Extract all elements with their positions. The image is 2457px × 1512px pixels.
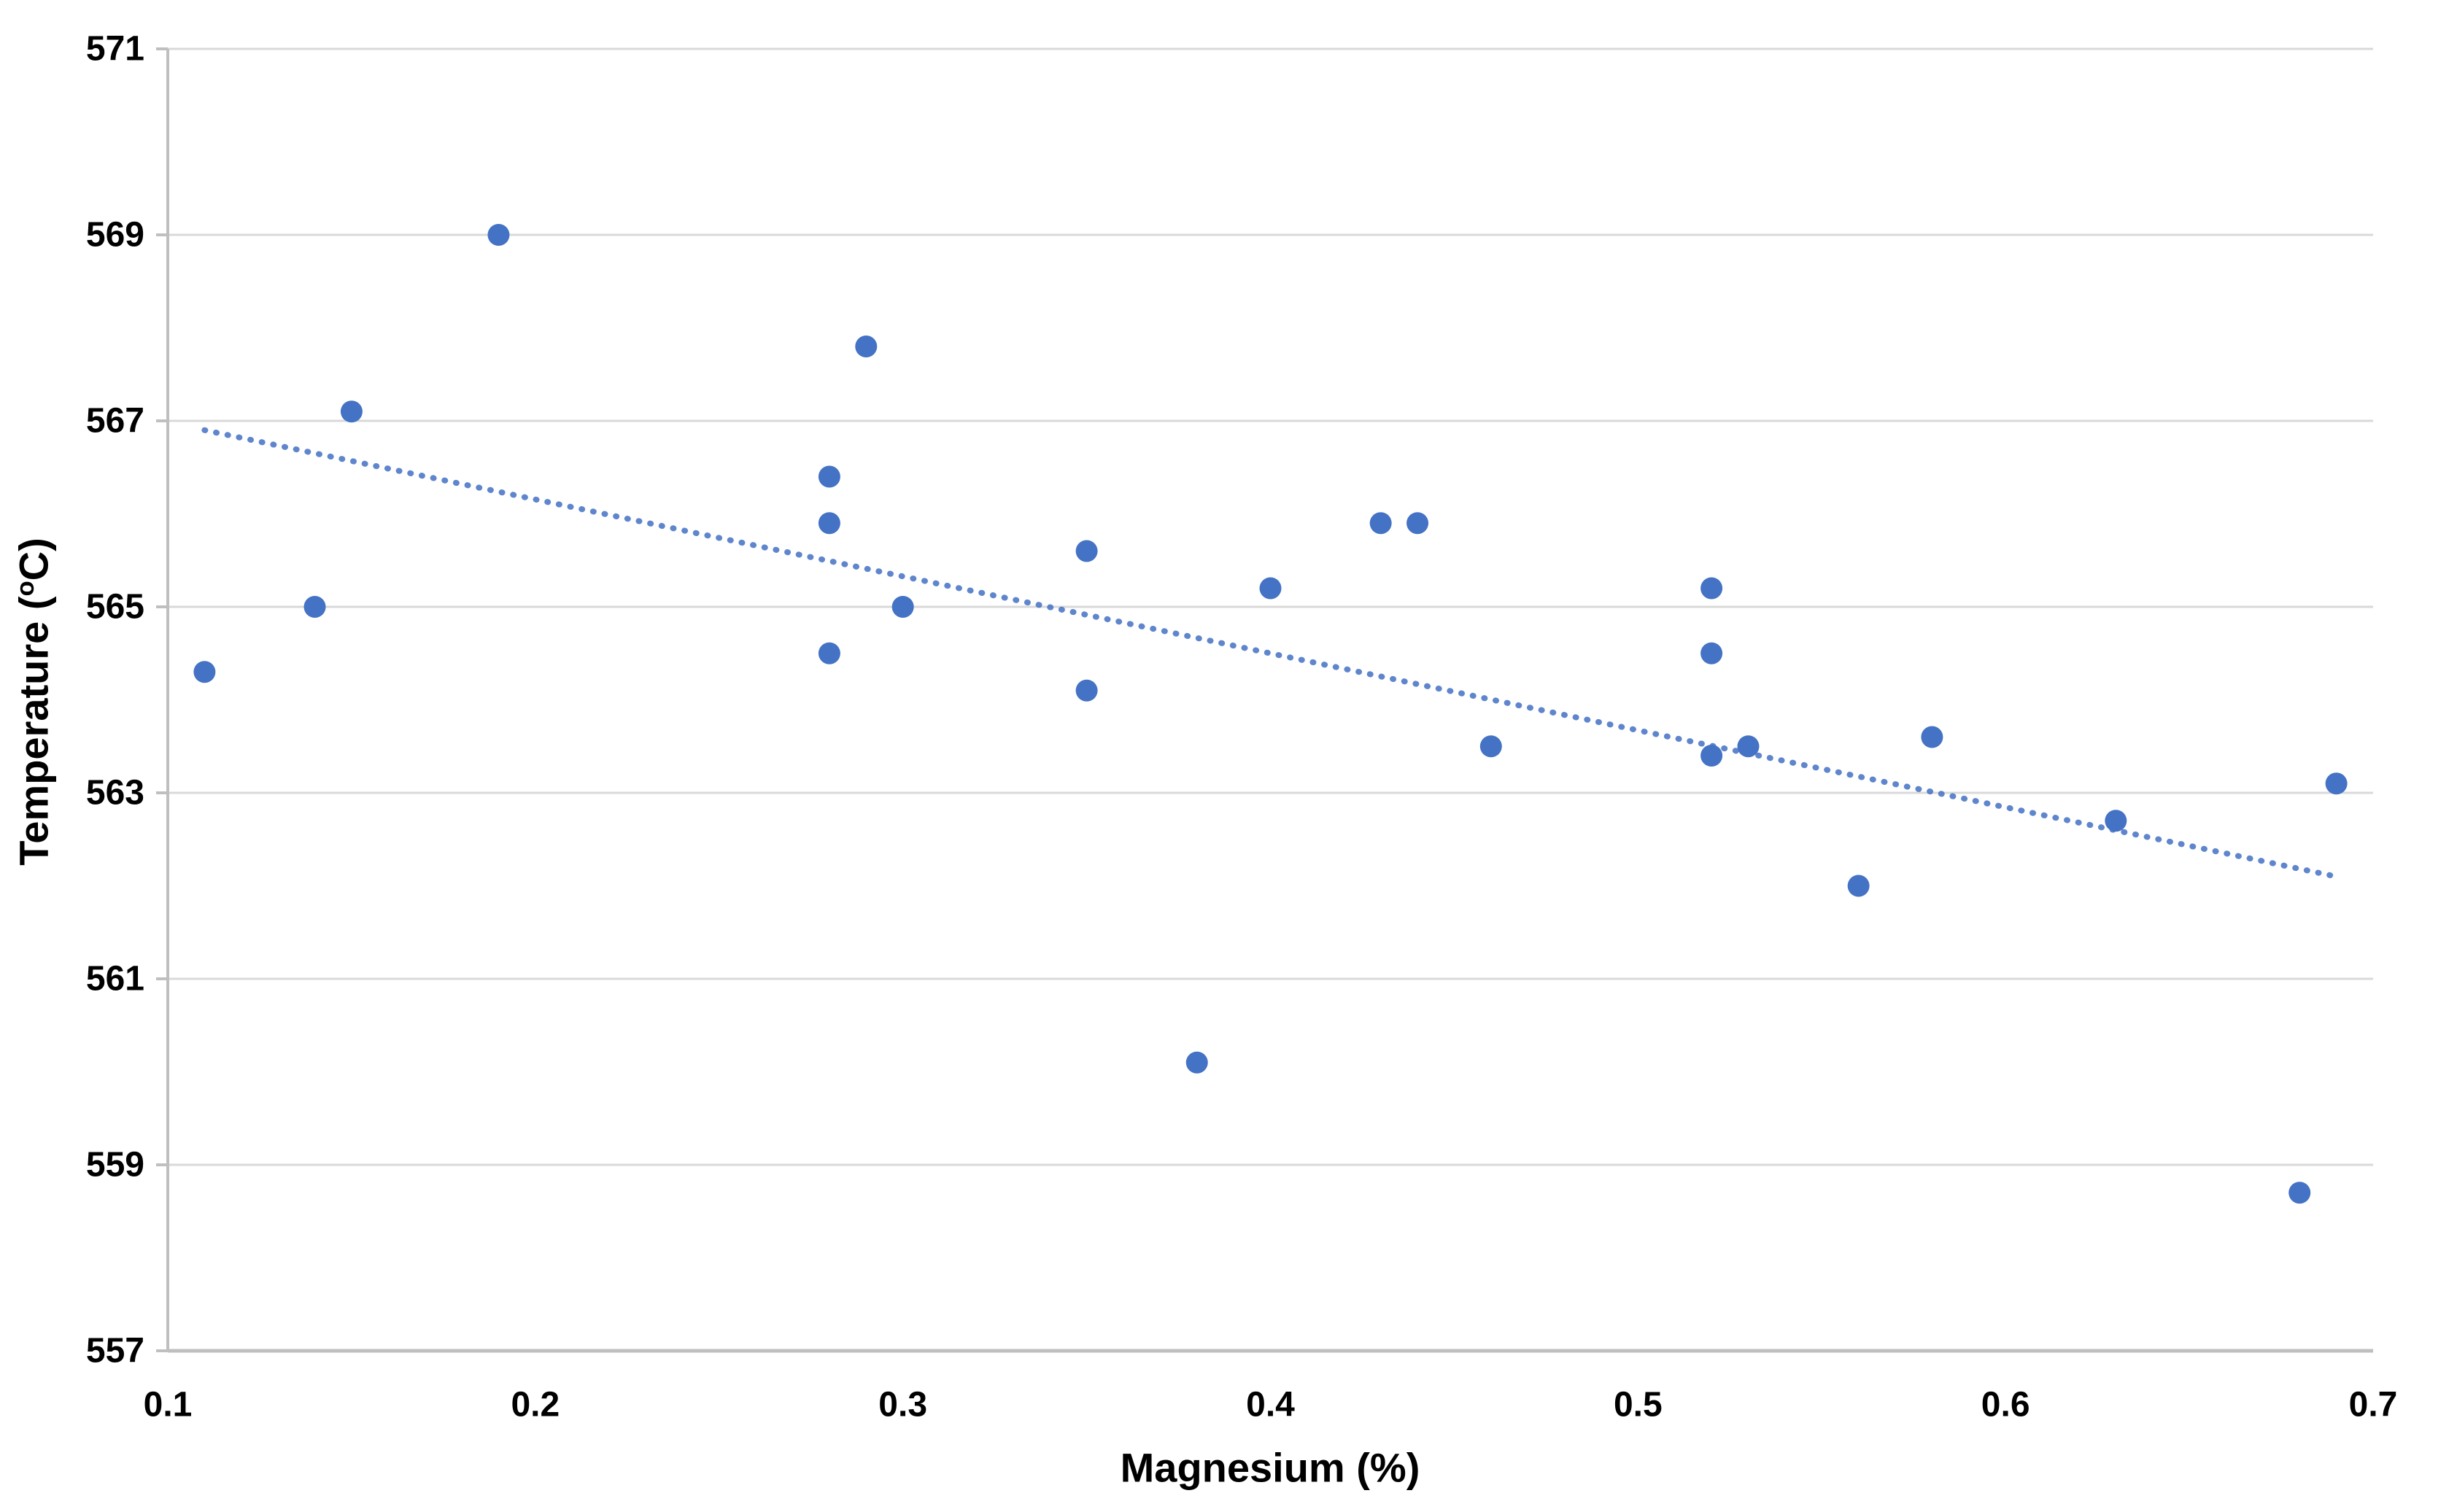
data-point — [1407, 512, 1429, 535]
x-tick-label: 0.1 — [144, 1386, 193, 1424]
y-tick-label: 561 — [86, 960, 144, 999]
y-axis-title-text: Temperature ( — [10, 596, 57, 866]
data-point — [340, 400, 363, 423]
y-tick-label: 567 — [86, 402, 144, 441]
data-point — [193, 661, 216, 683]
data-point — [855, 336, 878, 357]
data-point — [1921, 726, 1943, 748]
x-tick-label: 0.5 — [1614, 1386, 1663, 1424]
trendline — [201, 427, 2340, 880]
y-axis-title-superscript: o — [11, 581, 39, 597]
data-point — [1700, 745, 1723, 767]
y-tick-label: 569 — [86, 216, 144, 255]
x-tick-label: 0.7 — [2349, 1386, 2398, 1424]
data-point — [818, 465, 840, 488]
data-point — [1737, 735, 1760, 758]
x-tick-label: 0.4 — [1246, 1386, 1295, 1424]
y-tick-label: 565 — [86, 588, 144, 627]
data-point — [303, 596, 326, 618]
data-point — [818, 642, 840, 664]
data-point — [2288, 1182, 2311, 1204]
x-tick-label: 0.3 — [878, 1386, 927, 1424]
data-point — [1369, 512, 1392, 535]
x-tick-label: 0.6 — [1981, 1386, 2030, 1424]
x-axis-title: Magnesium (%) — [1120, 1444, 1420, 1491]
data-point — [1075, 679, 1098, 702]
data-point — [487, 224, 510, 246]
data-point — [1185, 1051, 1208, 1074]
data-point — [1847, 875, 1870, 897]
y-axis-title-unit: C) — [10, 538, 57, 581]
data-point — [818, 512, 840, 535]
data-point — [1259, 577, 1282, 600]
x-tick-label: 0.2 — [511, 1386, 560, 1424]
y-tick-label: 571 — [86, 30, 144, 69]
data-point — [2105, 810, 2127, 832]
data-point — [1479, 735, 1502, 758]
y-tick-label: 557 — [86, 1332, 144, 1371]
y-tick-label: 559 — [86, 1146, 144, 1185]
data-point — [1700, 642, 1723, 664]
data-point — [1075, 540, 1098, 562]
data-point — [1700, 577, 1723, 600]
y-tick-label: 563 — [86, 774, 144, 813]
data-point — [891, 596, 914, 618]
data-point — [2325, 772, 2348, 795]
y-axis-title: Temperature (oC) — [10, 538, 58, 866]
